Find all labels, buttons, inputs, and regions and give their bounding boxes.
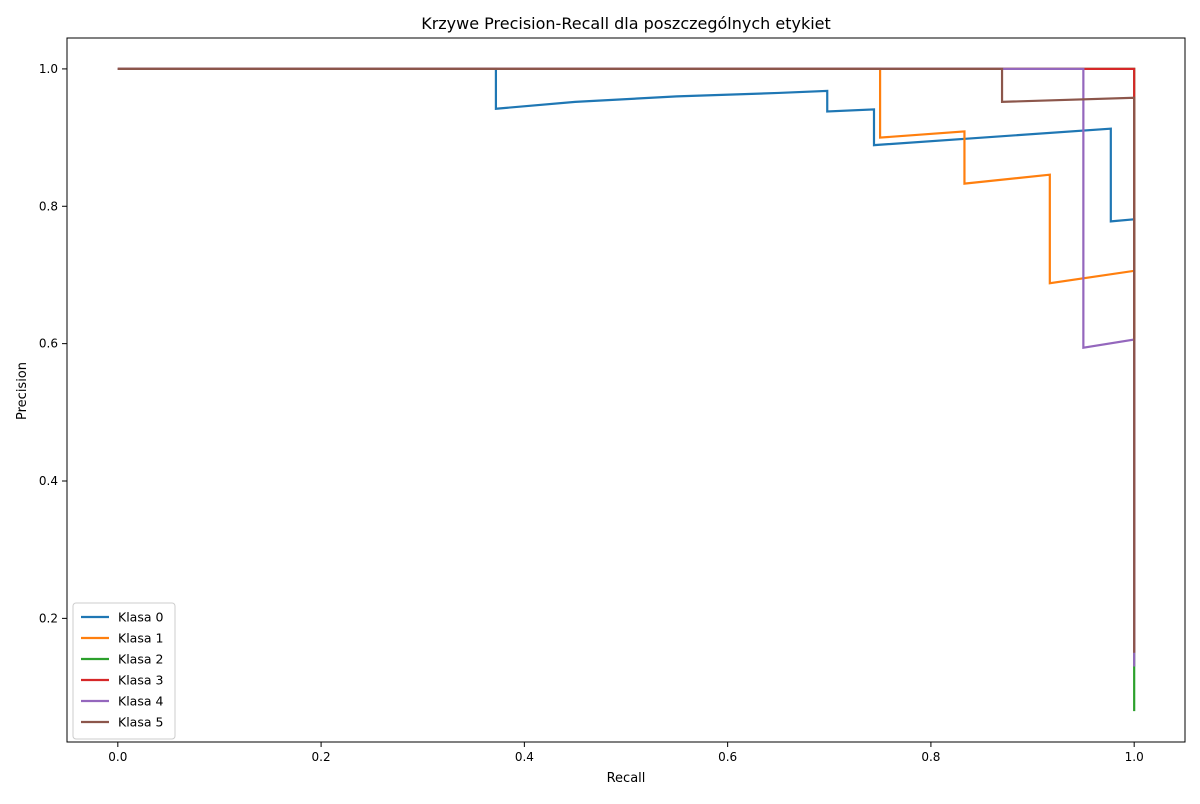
chart-title: Krzywe Precision-Recall dla poszczególny… [421,14,831,33]
legend-label-klasa-3: Klasa 3 [118,673,163,688]
x-tick-label: 0.6 [718,750,737,764]
legend-label-klasa-0: Klasa 0 [118,610,163,625]
y-tick-label: 0.2 [39,611,58,625]
y-axis-label: Precision [15,362,30,420]
y-tick-label: 1.0 [39,62,58,76]
legend-label-klasa-2: Klasa 2 [118,652,163,667]
y-tick-label: 0.6 [39,337,58,351]
y-tick-label: 0.4 [39,474,58,488]
legend-label-klasa-4: Klasa 4 [118,694,163,709]
x-axis-label: Recall [607,771,646,786]
series-line-klasa-0 [117,67,1136,564]
x-tick-label: 0.4 [515,750,534,764]
plot-area: 0.0 0.2 0.4 0.6 0.8 1.0 0.2 0.4 0.6 0.8 1.0 [39,37,1186,764]
x-tick-label: 0.0 [108,750,127,764]
y-tick-label: 0.8 [39,199,58,213]
axes-frame [66,37,1186,743]
x-tick-label: 0.2 [312,750,331,764]
x-tick-label: 1.0 [1125,750,1144,764]
series-line-klasa-1 [117,67,1136,619]
legend-label-klasa-1: Klasa 1 [118,631,163,646]
legend-label-klasa-5: Klasa 5 [118,715,163,730]
series-line-klasa-5 [117,67,1136,653]
x-tick-label: 0.8 [921,750,940,764]
legend: Klasa 0 Klasa 1 Klasa 2 Klasa 3 Klasa 4 Klasa… [72,602,176,740]
